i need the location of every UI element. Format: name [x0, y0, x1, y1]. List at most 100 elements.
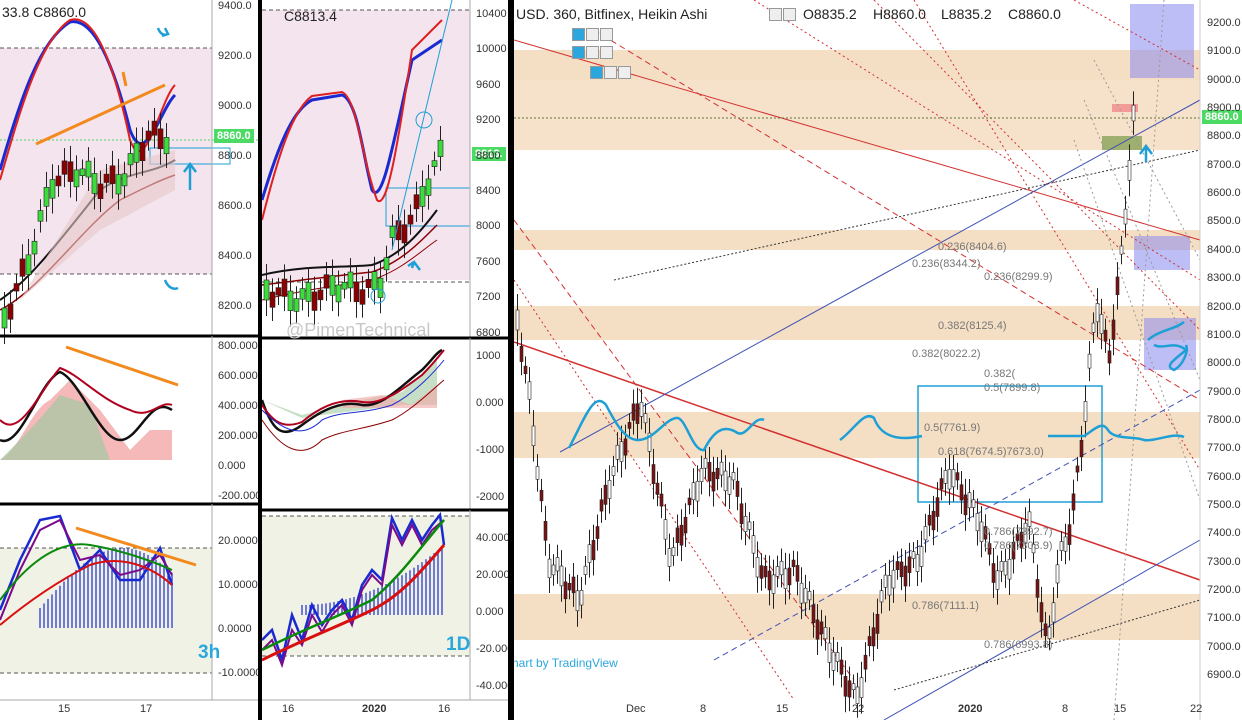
candle: [631, 403, 636, 421]
candle: [437, 139, 444, 157]
candle: [1047, 626, 1052, 639]
indicator-close-1[interactable]: [600, 28, 613, 41]
fib-level-label: 0.786(7111.1): [912, 600, 979, 612]
candle: [67, 161, 74, 182]
indicator-close-3[interactable]: [618, 66, 631, 79]
indicator-gear-2[interactable]: [586, 46, 599, 59]
stoch-ema-1d: [262, 519, 445, 652]
candle: [1083, 401, 1088, 422]
candle: [1, 307, 8, 329]
candle: [431, 160, 438, 167]
candle: [133, 142, 140, 163]
candle: [923, 526, 928, 541]
candle: [121, 173, 128, 187]
date-tick-label: 16: [438, 703, 451, 715]
candle: [37, 210, 44, 222]
axis-tick-label: 0.000: [476, 397, 504, 409]
candle: [1123, 208, 1128, 225]
axis-tick-label: 8700.0: [1207, 158, 1241, 171]
axis-tick-label: 9400.0: [218, 0, 252, 12]
candle: [871, 627, 876, 647]
date-tick-label: 16: [282, 703, 295, 715]
indicator-eye-3[interactable]: [590, 66, 603, 79]
candle: [1079, 439, 1084, 458]
candle: [1039, 602, 1044, 623]
stoch-ema: [0, 543, 173, 601]
axis-tick-label: 400.000: [218, 400, 258, 412]
candle: [413, 194, 420, 210]
axis-tick-label: 200.000: [218, 430, 258, 442]
candle: [783, 568, 788, 589]
candle: [683, 516, 688, 534]
indicator-gear-3[interactable]: [604, 66, 617, 79]
candle: [329, 275, 336, 296]
candle: [1107, 350, 1112, 364]
indicator-close-2[interactable]: [600, 46, 613, 59]
candle: [1063, 536, 1068, 552]
candle: [635, 403, 640, 424]
candle: [903, 565, 908, 587]
axis-tick-label: 9200.0: [218, 50, 252, 62]
candle: [743, 516, 748, 532]
candle: [823, 627, 828, 640]
candle: [895, 561, 900, 570]
axis-tick-label: 8500.0: [1207, 215, 1241, 228]
candle: [531, 425, 536, 446]
candle: [1023, 522, 1028, 544]
fib-level-label: 0.5(7899.8): [984, 382, 1041, 394]
axis-tick-label: 7200.0: [1207, 584, 1241, 596]
candle: [615, 444, 620, 460]
candle: [341, 282, 348, 290]
candle: [1011, 541, 1016, 560]
candle: [787, 567, 792, 586]
fib-level-label: 0.236(8404.6): [938, 241, 1007, 253]
candle: [907, 556, 912, 573]
candle: [755, 557, 760, 578]
candle: [263, 279, 270, 301]
stoch-d: [0, 518, 173, 621]
candle: [919, 546, 924, 567]
ohlc-low: L8835.2: [941, 6, 992, 22]
candle: [293, 298, 300, 312]
candle: [1115, 276, 1120, 295]
candle: [599, 499, 604, 512]
date-tick-label: 15: [1114, 703, 1127, 715]
fib-level-label: 0.786(6993.8): [984, 639, 1053, 651]
candle: [371, 271, 378, 290]
axis-tick-label: -200.000: [218, 490, 258, 502]
candle: [559, 565, 564, 587]
candle: [1103, 329, 1108, 342]
candle: [935, 497, 940, 517]
candle: [767, 570, 772, 591]
indicator-eye-1[interactable]: [572, 28, 585, 41]
tradingview-credit[interactable]: hart by TradingView: [514, 656, 618, 670]
visibility-icon[interactable]: [783, 8, 796, 21]
candle: [799, 582, 804, 604]
candle: [1071, 493, 1076, 511]
candle: [401, 224, 408, 244]
candle: [275, 287, 282, 296]
price-tag-main: 8860.0: [1202, 110, 1242, 124]
axis-tick-label: 8900.0: [1207, 102, 1241, 115]
stoch-hist-1d: [301, 546, 443, 615]
axis-tick-label: 20.0000: [218, 535, 258, 547]
candle: [779, 560, 784, 576]
axis-tick-label: 7700.0: [1207, 442, 1241, 455]
div-line-macd: [65, 345, 179, 387]
settings-icon[interactable]: [769, 8, 782, 21]
candle: [875, 613, 880, 634]
candle: [927, 514, 932, 526]
indicator-eye-2[interactable]: [572, 46, 585, 59]
arrow-down-2: [163, 279, 179, 290]
indicator-gear-1[interactable]: [586, 28, 599, 41]
candle: [1091, 322, 1096, 333]
stoch-k: [0, 514, 174, 611]
candle: [353, 281, 360, 303]
candle: [383, 257, 390, 271]
axis-tick-label: 9000.0: [218, 100, 252, 112]
axis-tick-label: 8200.0: [218, 300, 252, 312]
axis-tick-label: -10.0000: [218, 667, 258, 679]
candle: [359, 289, 366, 305]
candle: [49, 179, 56, 199]
target-box-low: [1144, 318, 1196, 370]
